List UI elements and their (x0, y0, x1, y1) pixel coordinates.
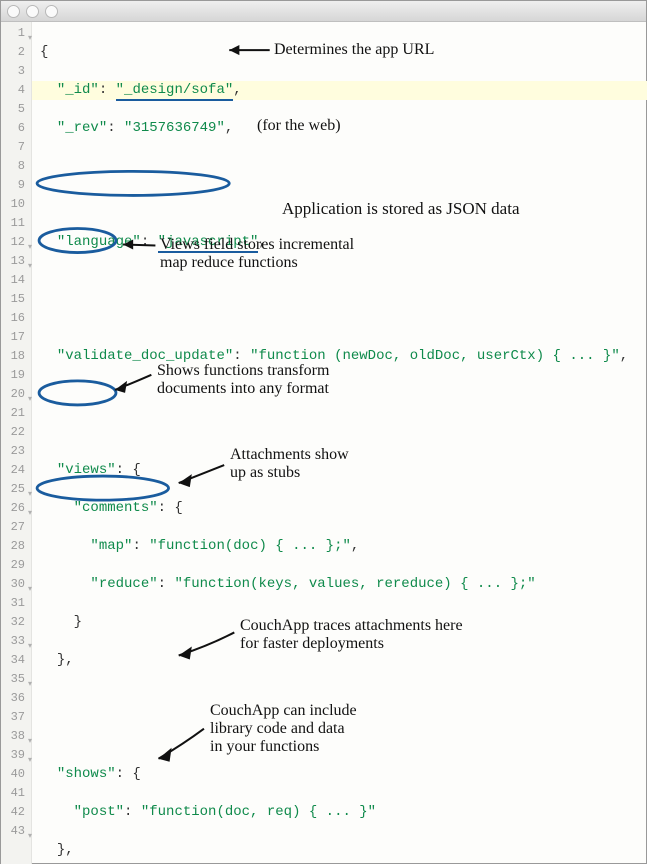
line-number: 18 (1, 347, 31, 366)
json-key-comments: "comments" (74, 500, 158, 516)
line-number: 30 (1, 575, 31, 594)
line-number: 19 (1, 366, 31, 385)
brace-open: { (40, 44, 48, 60)
json-value-language: "javascript" (158, 234, 259, 253)
line-number: 2 (1, 43, 31, 62)
line-number: 35 (1, 670, 31, 689)
line-number: 17 (1, 328, 31, 347)
current-line-highlight: "_id": "_design/sofa", (32, 81, 647, 100)
json-value-id: "_design/sofa" (116, 82, 234, 101)
line-number: 16 (1, 309, 31, 328)
line-number: 39 (1, 746, 31, 765)
line-number: 28 (1, 537, 31, 556)
line-number: 22 (1, 423, 31, 442)
line-number: 21 (1, 404, 31, 423)
json-value-validate: "function (newDoc, oldDoc, userCtx) { ..… (250, 348, 620, 364)
line-number: 43 (1, 822, 31, 841)
json-value-reduce: "function(keys, values, rereduce) { ... … (174, 576, 535, 592)
line-number: 14 (1, 271, 31, 290)
json-key-map: "map" (90, 538, 132, 554)
line-number: 11 (1, 214, 31, 233)
json-value-map: "function(doc) { ... };" (149, 538, 351, 554)
line-number: 33 (1, 632, 31, 651)
line-number: 27 (1, 518, 31, 537)
line-number: 23 (1, 442, 31, 461)
line-number: 20 (1, 385, 31, 404)
traffic-zoom-icon[interactable] (45, 5, 58, 18)
json-value-shows-post: "function(doc, req) { ... }" (141, 804, 376, 820)
json-key-views: "views" (57, 462, 116, 478)
line-number: 37 (1, 708, 31, 727)
line-number: 9 (1, 176, 31, 195)
window-titlebar (1, 1, 646, 22)
json-key-language: "language" (57, 234, 141, 250)
editor-area: 1234567891011121314151617181920212223242… (1, 22, 646, 864)
line-number: 7 (1, 138, 31, 157)
line-number: 5 (1, 100, 31, 119)
line-number: 42 (1, 803, 31, 822)
line-number: 4 (1, 81, 31, 100)
json-key-shows-post: "post" (74, 804, 124, 820)
line-number: 29 (1, 556, 31, 575)
line-number: 25 (1, 480, 31, 499)
code-pane[interactable]: { "_id": "_design/sofa", "_rev": "315763… (32, 22, 646, 864)
traffic-min-icon[interactable] (26, 5, 39, 18)
line-number: 34 (1, 651, 31, 670)
line-number: 8 (1, 157, 31, 176)
line-number: 36 (1, 689, 31, 708)
line-number: 6 (1, 119, 31, 138)
line-number-gutter: 1234567891011121314151617181920212223242… (1, 22, 32, 864)
json-key-id: "_id" (57, 82, 99, 98)
line-number: 32 (1, 613, 31, 632)
json-key-shows: "shows" (57, 766, 116, 782)
line-number: 24 (1, 461, 31, 480)
json-key-validate: "validate_doc_update" (57, 348, 233, 364)
line-number: 15 (1, 290, 31, 309)
line-number: 26 (1, 499, 31, 518)
line-number: 13 (1, 252, 31, 271)
editor-window: 1234567891011121314151617181920212223242… (0, 0, 647, 864)
json-key-reduce: "reduce" (90, 576, 157, 592)
line-number: 3 (1, 62, 31, 81)
json-value-rev: "3157636749" (124, 120, 225, 136)
line-number: 40 (1, 765, 31, 784)
traffic-close-icon[interactable] (7, 5, 20, 18)
json-key-rev: "_rev" (57, 120, 107, 136)
line-number: 12 (1, 233, 31, 252)
line-number: 38 (1, 727, 31, 746)
line-number: 31 (1, 594, 31, 613)
line-number: 41 (1, 784, 31, 803)
line-number: 10 (1, 195, 31, 214)
line-number: 1 (1, 24, 31, 43)
